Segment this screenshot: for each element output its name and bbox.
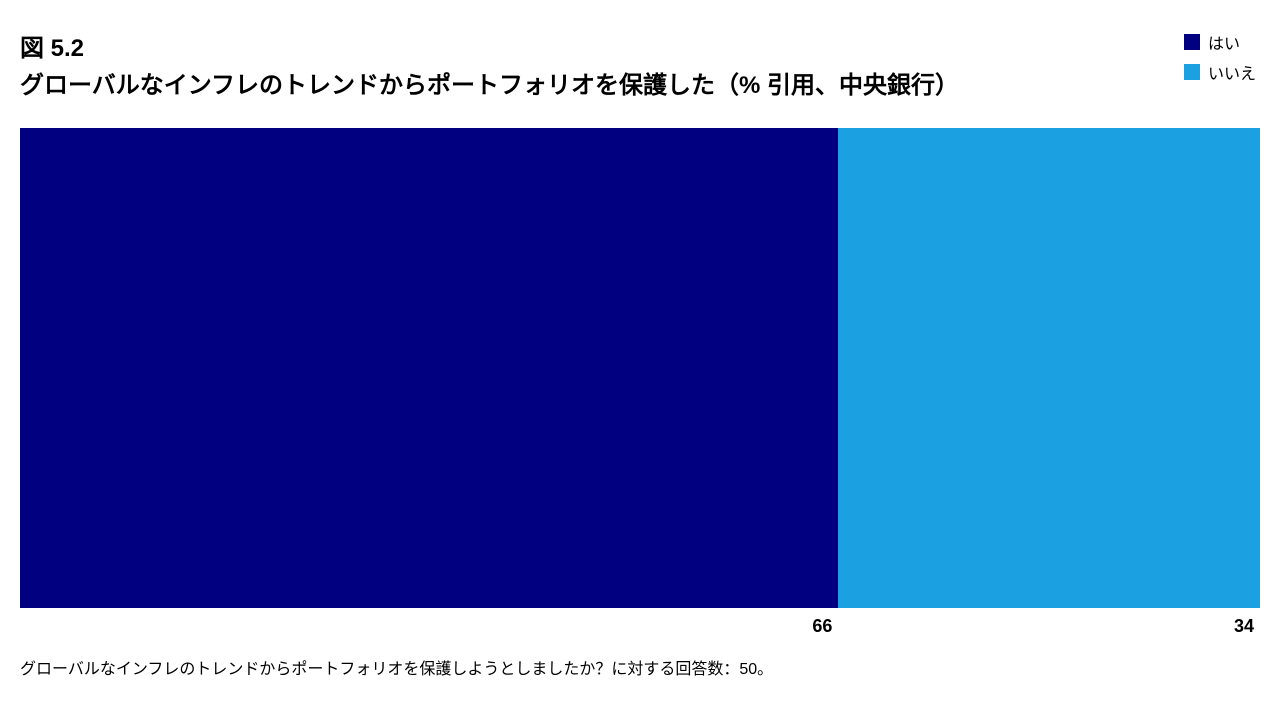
legend-swatch-yes (1184, 34, 1200, 50)
title-block: 図 5.2 グローバルなインフレのトレンドからポートフォリオを保護した（% 引用… (20, 28, 1184, 100)
legend: はい いいえ (1184, 28, 1260, 84)
legend-item-no: いいえ (1184, 60, 1256, 84)
chart: 66 34 (20, 128, 1260, 637)
stacked-bar (20, 128, 1260, 608)
legend-swatch-no (1184, 64, 1200, 80)
legend-label-no: いいえ (1208, 60, 1256, 84)
bar-value-labels: 66 34 (20, 616, 1260, 637)
legend-label-yes: はい (1208, 30, 1240, 54)
figure-title: グローバルなインフレのトレンドからポートフォリオを保護した（% 引用、中央銀行） (20, 65, 1184, 100)
header: 図 5.2 グローバルなインフレのトレンドからポートフォリオを保護した（% 引用… (20, 28, 1260, 100)
footnote: グローバルなインフレのトレンドからポートフォリオを保護しようとしましたか？に対す… (20, 655, 1260, 679)
legend-item-yes: はい (1184, 30, 1256, 54)
page-root: 図 5.2 グローバルなインフレのトレンドからポートフォリオを保護した（% 引用… (0, 0, 1280, 720)
bar-value-no: 34 (838, 616, 1260, 637)
figure-number: 図 5.2 (20, 28, 1184, 63)
bar-segment-yes (20, 128, 838, 608)
bar-segment-no (838, 128, 1260, 608)
bar-value-yes: 66 (20, 616, 838, 637)
